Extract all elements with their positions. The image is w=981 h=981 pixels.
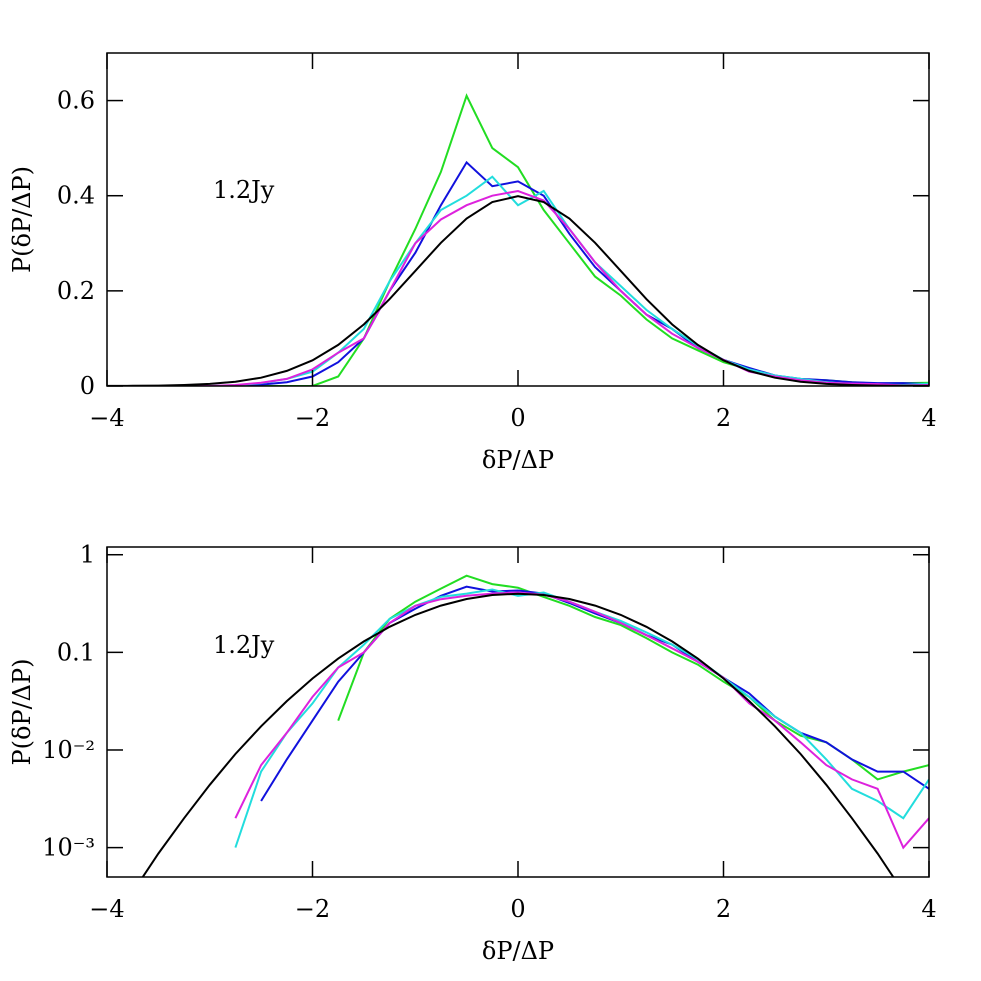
y-tick-label: 0.2 <box>57 277 95 305</box>
data-line <box>107 189 929 386</box>
data-line <box>107 93 929 386</box>
data-line <box>260 585 929 802</box>
y-tick-label: 10⁻² <box>42 736 95 764</box>
y-tick-label: 0.6 <box>57 87 95 115</box>
plot-frame <box>106 52 930 387</box>
x-tick-label: −2 <box>295 404 330 432</box>
x-tick-label: −2 <box>295 895 330 923</box>
y-tick-label: 1 <box>80 541 95 569</box>
data-line <box>141 592 895 877</box>
data-line <box>234 591 929 850</box>
y-axis-label: P(δP/ΔP) <box>8 658 36 765</box>
x-tick-label: 0 <box>510 404 525 432</box>
data-line <box>107 195 929 386</box>
x-axis-label: δP/ΔP <box>482 937 554 965</box>
data-line <box>337 574 929 781</box>
annotation: 1.2Jy <box>213 631 275 659</box>
x-axis-label: δP/ΔP <box>482 446 554 474</box>
x-tick-label: −4 <box>89 895 124 923</box>
x-tick-label: 4 <box>921 895 936 923</box>
x-tick-label: 0 <box>510 895 525 923</box>
x-tick-label: −4 <box>89 404 124 432</box>
annotation: 1.2Jy <box>213 176 275 204</box>
y-tick-label: 0.1 <box>57 638 95 666</box>
data-line <box>107 175 929 386</box>
panel: −4 −2 0 2 4 0 0.2 0.4 0.6 δP/ΔP P(δP/ΔP) 1.2Jy <box>8 52 937 474</box>
y-tick-label: 0 <box>80 372 95 400</box>
y-tick-label: 0.4 <box>57 182 95 210</box>
panel: −4 −2 0 2 4 1 0.1 10⁻² 10⁻³ δP/ΔP P(δP/ΔP) 1.2Jy <box>8 541 937 965</box>
y-axis-label: P(δP/ΔP) <box>8 166 36 273</box>
x-tick-label: 2 <box>716 895 731 923</box>
y-tick-label: 10⁻³ <box>42 834 95 862</box>
lines <box>107 93 929 386</box>
lines <box>141 574 929 877</box>
x-tick-label: 2 <box>716 404 731 432</box>
x-tick-label: 4 <box>921 404 936 432</box>
